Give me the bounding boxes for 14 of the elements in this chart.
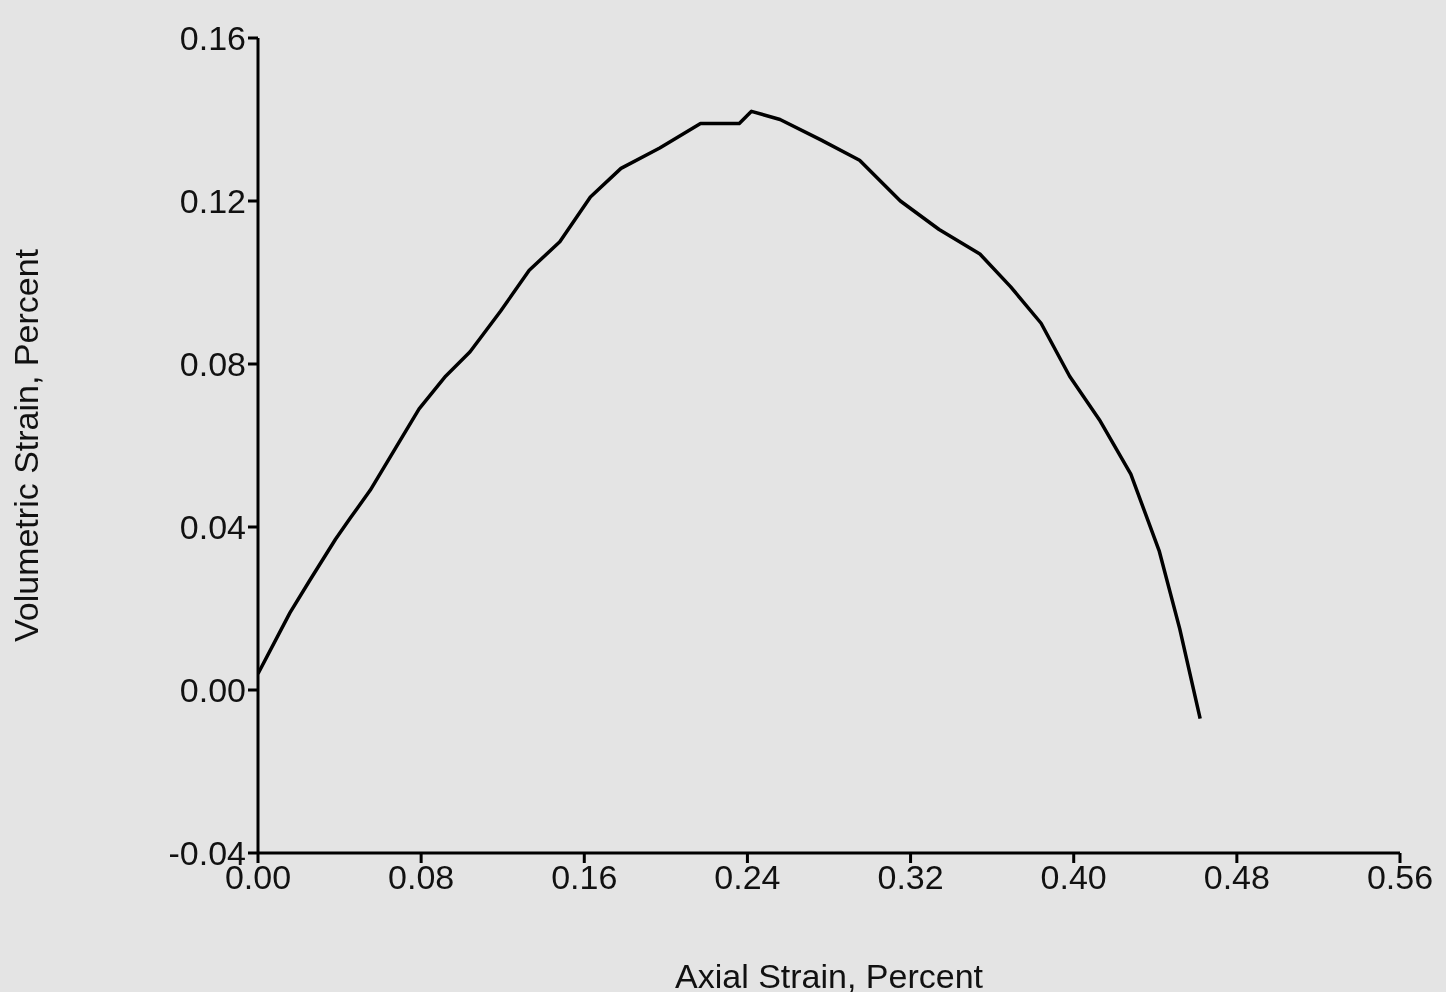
y-axis-title: Volumetric Strain, Percent [7,248,46,643]
y-tick-label: 0.00 [179,671,246,710]
y-tick-label: 0.04 [179,508,246,547]
x-tick-label: 0.40 [1040,858,1107,897]
x-axis-title: Axial Strain, Percent [674,957,984,992]
x-tick-label: 0.32 [877,858,944,897]
x-tick-label: 0.08 [388,858,455,897]
x-tick-label: 0.48 [1203,858,1270,897]
x-tick-label: 0.16 [551,858,618,897]
x-tick-label: 0.24 [714,858,781,897]
x-tick-label: 0.56 [1366,858,1434,897]
y-tick-label: 0.08 [179,345,246,384]
y-tick-label: 0.12 [179,182,246,221]
y-tick-label: 0.16 [179,19,246,58]
